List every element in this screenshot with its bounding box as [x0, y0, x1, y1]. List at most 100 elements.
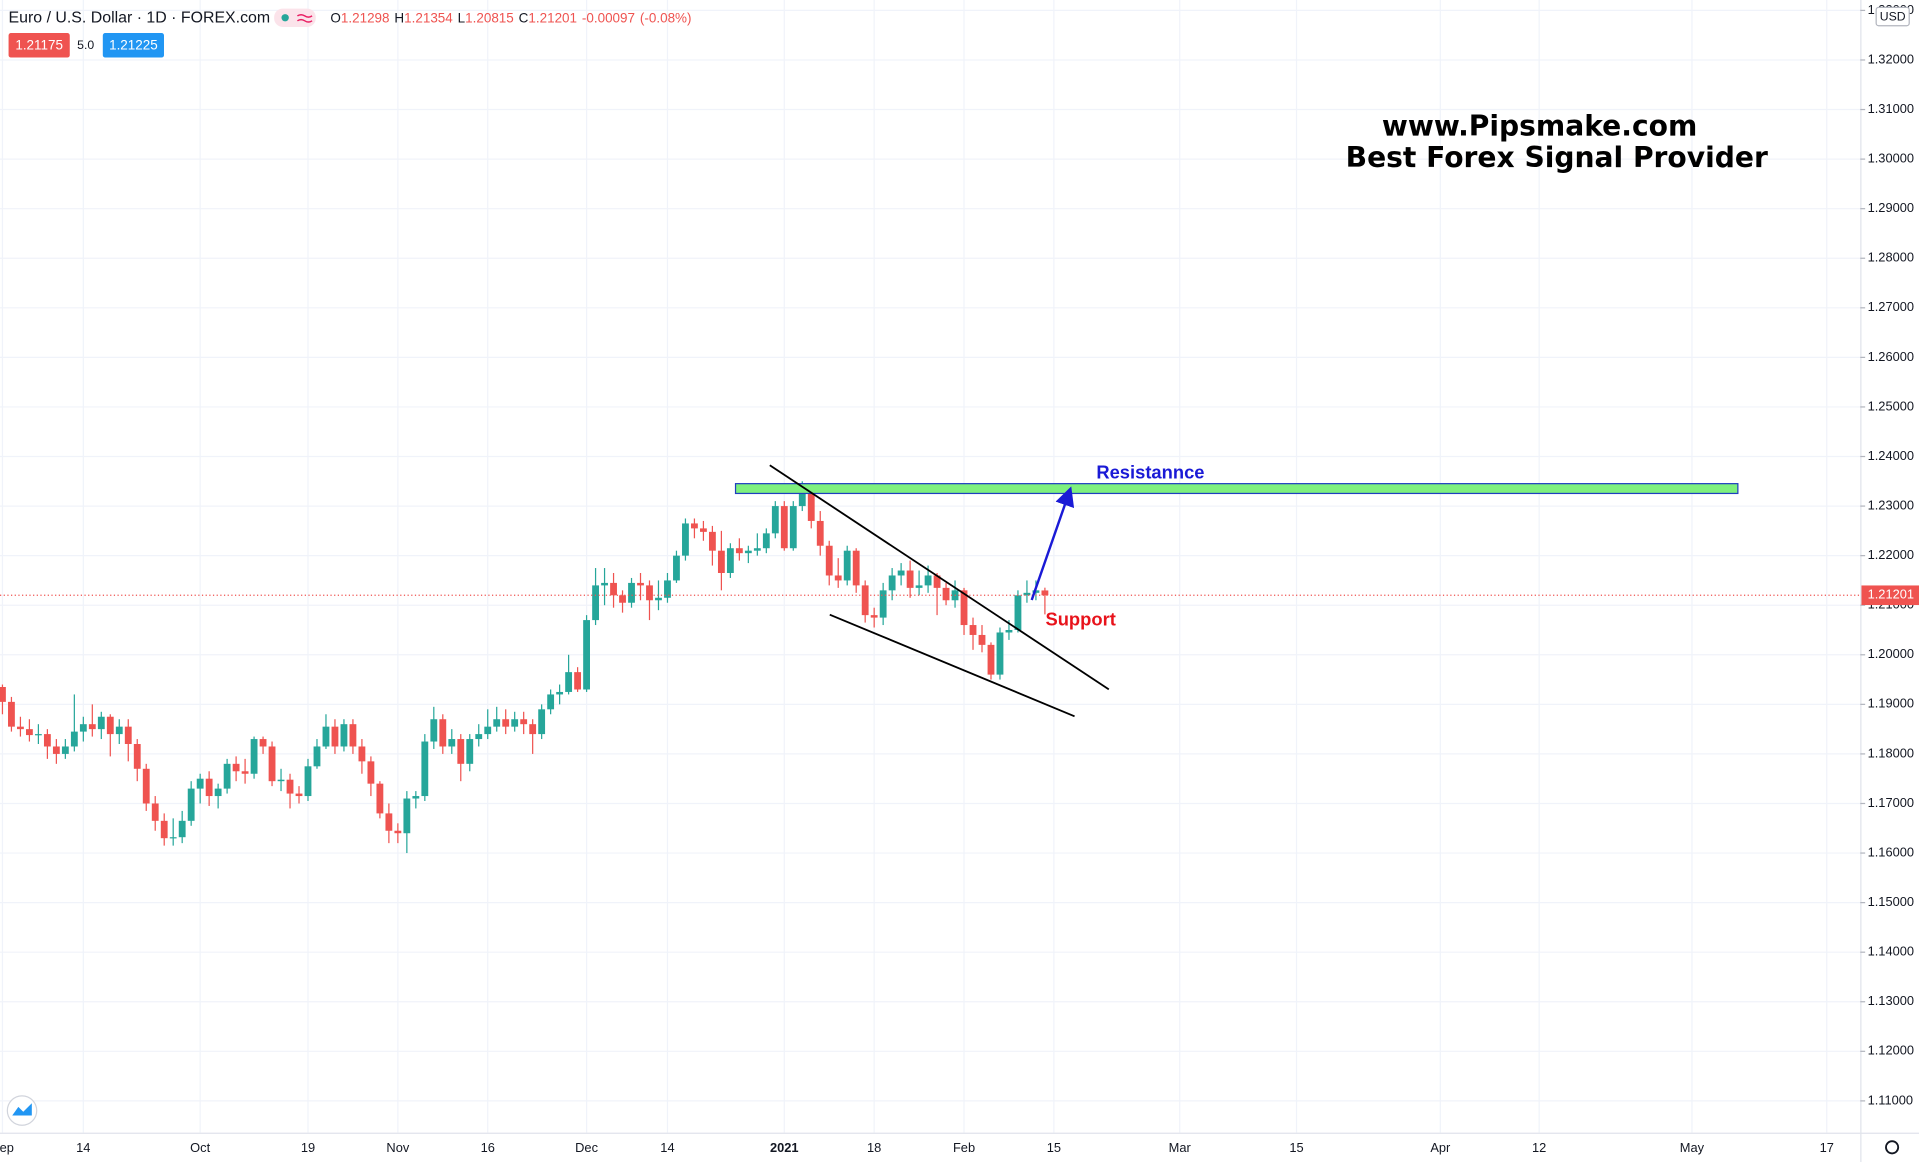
y-tick-label: 1.30000 — [1868, 150, 1914, 165]
candle-body — [1023, 592, 1031, 596]
candle-body — [547, 694, 555, 710]
candle-body — [196, 778, 204, 789]
change: -0.00097 — [582, 10, 635, 25]
change-pct: (-0.08%) — [640, 10, 692, 25]
candle-body — [403, 798, 411, 834]
x-tick-label: May — [1680, 1140, 1705, 1155]
legend: Euro / U.S. Dollar · 1D · FOREX.com O1.2… — [8, 8, 692, 58]
candle-body — [385, 813, 393, 831]
candle-body — [556, 691, 564, 695]
candle-body — [610, 582, 617, 596]
candle-body — [313, 746, 321, 767]
y-tick-label: 1.28000 — [1868, 250, 1914, 265]
candle-body — [1005, 630, 1013, 633]
ohlc-prefix: C — [519, 10, 529, 25]
currency[interactable]: USD — [1880, 9, 1906, 23]
candle-body — [340, 724, 348, 747]
status-dot — [281, 14, 289, 22]
candle-body — [394, 830, 402, 834]
candle-body — [780, 506, 788, 549]
resistance-label: Resistannce — [1096, 462, 1204, 483]
candle-body — [628, 582, 635, 603]
ohlc-value: 1.21298 — [341, 10, 390, 25]
candle-body — [376, 783, 384, 814]
y-tick-label: 1.12000 — [1868, 1043, 1914, 1058]
ohlc-prefix: H — [394, 10, 404, 25]
candle-body — [268, 746, 276, 782]
y-tick-label: 1.29000 — [1868, 200, 1914, 215]
candle-body — [475, 734, 483, 740]
candle-body — [277, 779, 285, 782]
resistance-zone — [734, 483, 1739, 495]
candle-body — [592, 585, 599, 621]
candle-body — [349, 724, 357, 747]
x-tick-label: Dec — [575, 1140, 598, 1155]
candle-body — [987, 644, 995, 675]
candle-body — [915, 585, 923, 588]
watermark: www.Pipsmake.com — [1382, 109, 1697, 142]
candle-body — [717, 550, 725, 573]
y-tick-label: 1.14000 — [1868, 944, 1914, 959]
buy-button[interactable] — [102, 33, 164, 58]
x-tick-label: 18 — [867, 1140, 881, 1155]
candle-body — [744, 550, 752, 554]
sell-price[interactable]: 1.21175 — [15, 37, 63, 52]
currency-box[interactable] — [1875, 6, 1910, 27]
candle-body — [61, 746, 69, 754]
candle-body — [457, 739, 465, 764]
candle-body — [493, 719, 501, 727]
candle-body — [682, 523, 689, 556]
candle-body — [637, 582, 644, 586]
candle-body — [286, 779, 294, 794]
symbol: Euro / U.S. Dollar · 1D · FOREX.com — [9, 10, 271, 27]
candle-body — [151, 803, 159, 821]
candle-body — [241, 771, 249, 774]
buy-price[interactable]: 1.21225 — [109, 37, 158, 52]
candle-body — [331, 726, 339, 747]
ohlc-value: 1.21354 — [404, 10, 453, 25]
candle-body — [232, 763, 240, 772]
candle-body — [978, 634, 986, 645]
y-tick-label: 1.19000 — [1868, 696, 1914, 711]
candle-body — [574, 672, 582, 690]
candle-body — [969, 625, 977, 635]
settings-icon[interactable] — [1885, 1140, 1900, 1155]
candle-body — [933, 575, 941, 588]
x-tick-label: Nov — [386, 1140, 409, 1155]
candle-body — [367, 761, 375, 784]
candle-body — [861, 585, 869, 616]
candles — [0, 481, 1861, 854]
sell-button[interactable] — [8, 33, 70, 58]
candle-body — [879, 590, 887, 618]
y-tick-label: 1.32000 — [1868, 51, 1914, 66]
x-tick-label: Mar — [1169, 1140, 1192, 1155]
candle-body — [771, 506, 779, 534]
y-tick-label: 1.17000 — [1868, 795, 1914, 810]
candle-body — [439, 719, 447, 747]
candle-body — [520, 719, 528, 725]
candle-body — [133, 744, 141, 769]
candle-body — [43, 734, 51, 747]
ohlc-value: 1.20815 — [465, 10, 514, 25]
y-tick-label: 1.13000 — [1868, 993, 1914, 1008]
candle-body — [870, 615, 878, 618]
x-tick-label: 12 — [1532, 1140, 1546, 1155]
candle-body — [502, 719, 510, 727]
candle-body — [430, 719, 438, 742]
ohlc-prefix: L — [458, 10, 466, 25]
candle-body — [205, 778, 213, 797]
candle-body — [484, 726, 492, 735]
candle-body — [448, 739, 456, 747]
y-tick-label: 1.16000 — [1868, 844, 1914, 859]
price-tag-label: 1.21201 — [1868, 587, 1914, 602]
candle-body — [160, 820, 168, 839]
candle-body — [511, 719, 519, 727]
candle-body — [807, 493, 815, 521]
candle-body — [699, 528, 707, 532]
candle-body — [888, 575, 896, 591]
x-tick-label: 16 — [481, 1140, 495, 1155]
candle-body — [421, 741, 429, 797]
y-tick-label: 1.18000 — [1868, 745, 1914, 760]
candle-body — [789, 506, 797, 549]
